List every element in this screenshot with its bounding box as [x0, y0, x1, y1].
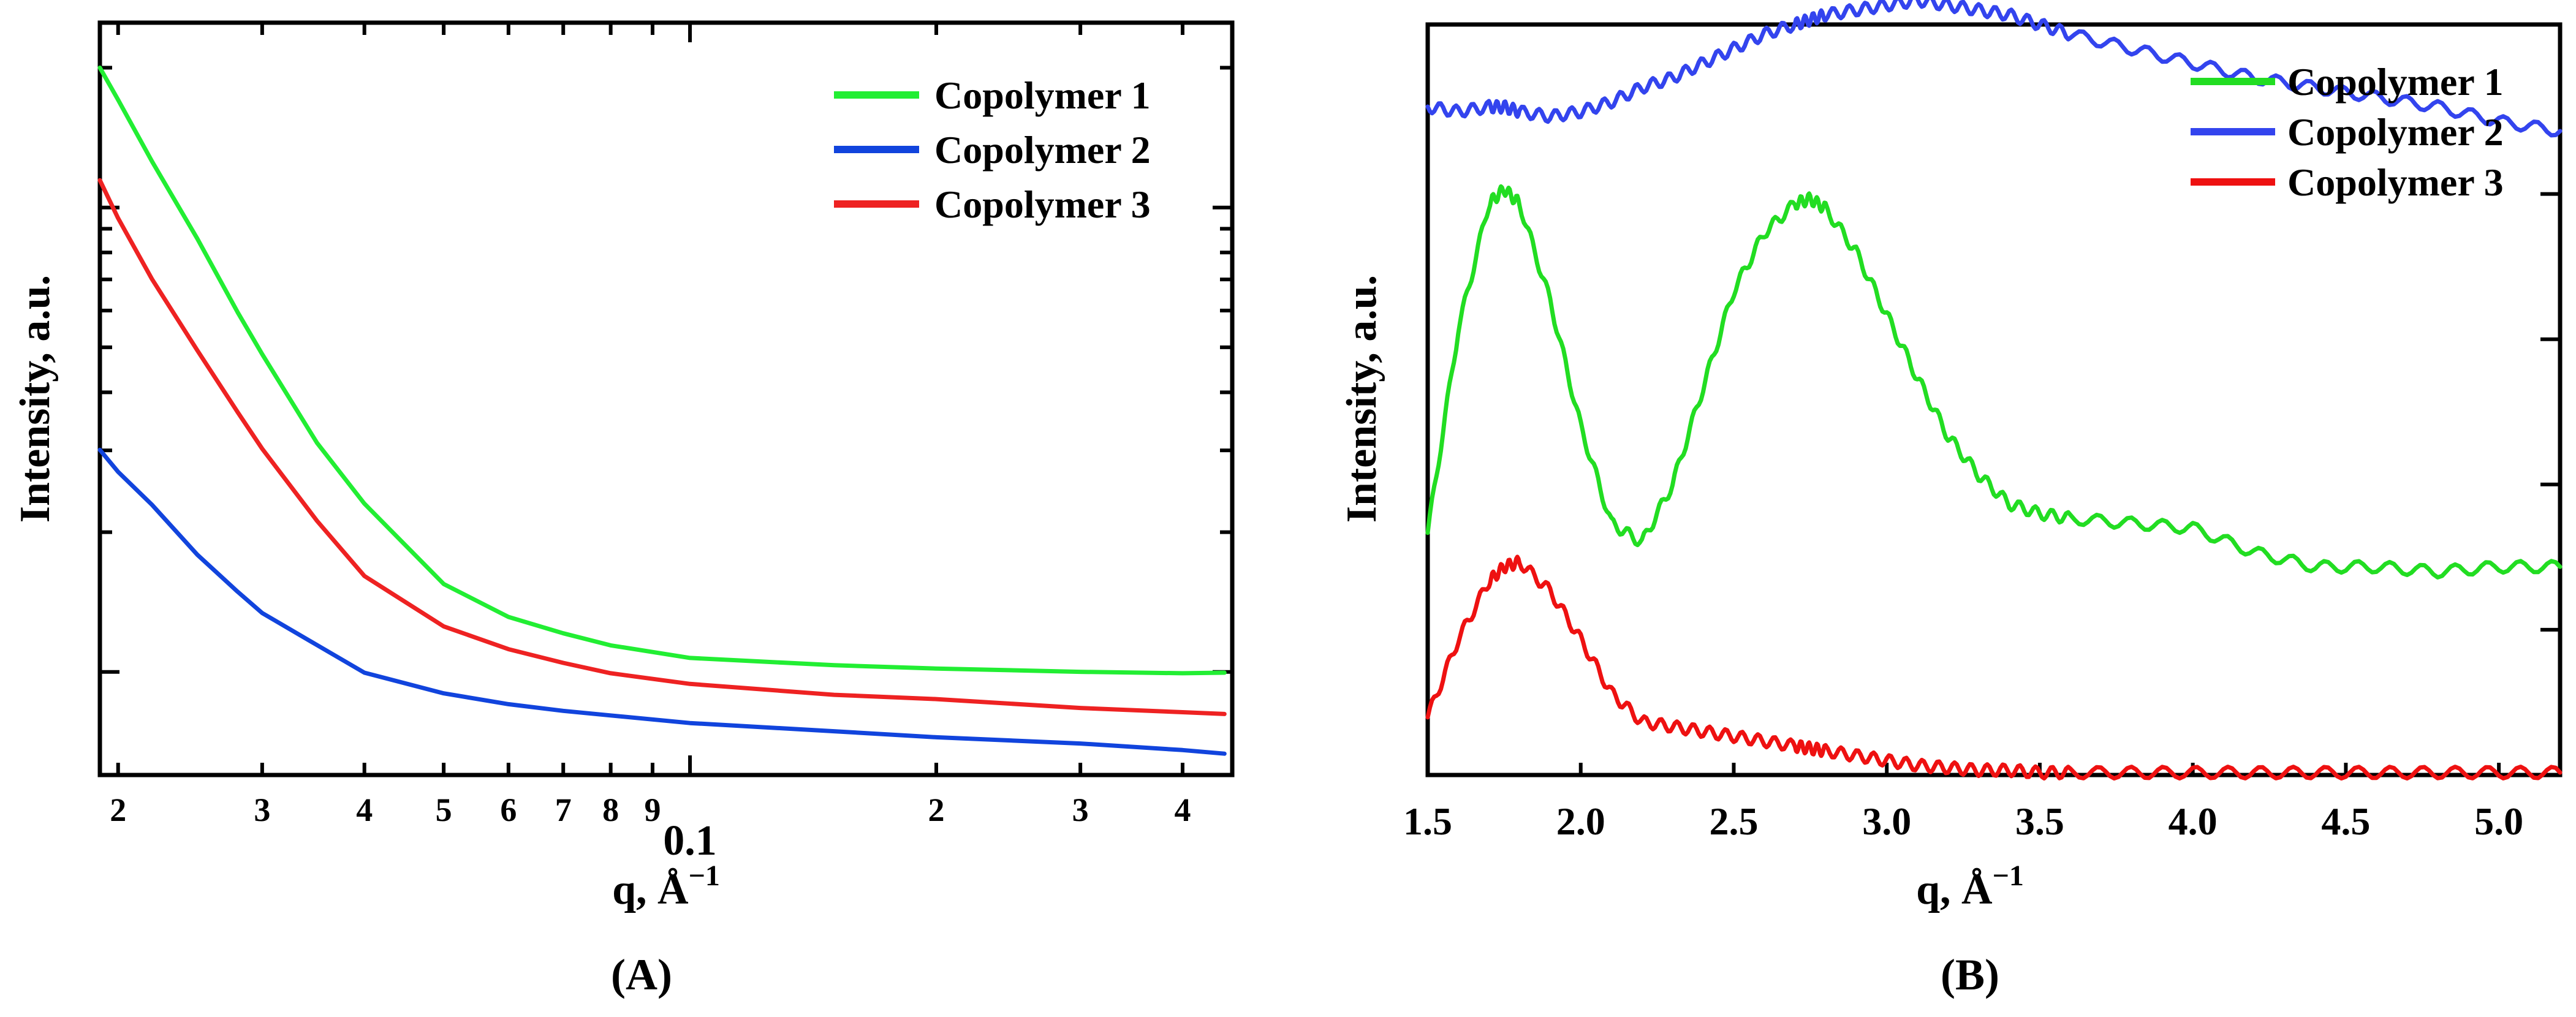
panel-b-x-axis-label-superscript: −1	[1993, 860, 2024, 892]
panel-a-x-tick-label: 0.1	[663, 817, 717, 864]
panel-a-x-tick-label: 7	[555, 792, 572, 828]
panel-b-x-tick-label: 2.5	[1709, 800, 1758, 843]
panel-a-y-ticks	[100, 66, 1232, 674]
panel-a-series-line-copolymer-1	[97, 66, 1227, 676]
panel-a-x-tick-label: 2	[928, 792, 945, 828]
panel-a-legend-label: Copolymer 2	[934, 128, 1151, 172]
panel-a-x-axis-label-text: q, Å	[612, 866, 689, 913]
panel-b-y-ticks	[2540, 192, 2560, 632]
panel-b-x-tick-label: 3.0	[1862, 800, 1911, 843]
panel-a-x-tick-label: 9	[644, 792, 661, 828]
panel-a-x-tick-label: 5	[436, 792, 452, 828]
panel-b-x-axis-label-text: q, Å	[1916, 866, 1993, 913]
panel-b-series-line-copolymer-3	[1425, 554, 2563, 781]
panel-a-x-axis-label: q, Å−1	[612, 860, 720, 913]
panel-a-legend-label: Copolymer 3	[934, 183, 1151, 226]
panel-a-x-axis-label-superscript: −1	[689, 860, 720, 892]
panel-b-x-tick-label: 4.0	[2169, 800, 2218, 843]
panel-a-x-ticks: 2 3 4 5 6 7 8 90.1 2 3 4	[110, 23, 1191, 864]
panel-a-label: (A)	[611, 950, 672, 999]
panel-b-legend-label: Copolymer 1	[2287, 60, 2504, 104]
panel-a-series	[97, 66, 1227, 756]
panel-b-x-ticks: 1.5 2.0 2.5 3.0 3.5 4.0 4.5 5.0	[1403, 763, 2523, 843]
panel-a-y-axis-label: Intensity, a.u.	[12, 275, 59, 523]
panel-a-x-tick-label: 3	[254, 792, 270, 828]
panel-b-legend-label: Copolymer 3	[2287, 161, 2504, 204]
panel-b-x-tick-label: 3.5	[2015, 800, 2064, 843]
panel-b-x-tick-label: 5.0	[2474, 800, 2523, 843]
panel-a-x-tick-label: 3	[1072, 792, 1089, 828]
panel-a-series-line-copolymer-3	[97, 178, 1227, 716]
panel-b-series-line-copolymer-1	[1425, 184, 2563, 580]
panel-a-plot-frame	[97, 20, 1235, 777]
panel-b-x-tick-label: 1.5	[1403, 800, 1452, 843]
panel-b-chart: 1.5 2.0 2.5 3.0 3.5 4.0 4.5 5.0 Copolymer 1Copo…	[1338, 0, 2563, 999]
panel-a-series-line-copolymer-2	[97, 447, 1227, 756]
panel-a-x-tick-label: 2	[110, 792, 126, 828]
panel-b-legend-label: Copolymer 2	[2287, 110, 2504, 154]
panel-b-series	[1425, 0, 2563, 781]
panel-b-x-tick-label: 2.0	[1556, 800, 1605, 843]
panel-a-x-tick-label: 6	[500, 792, 517, 828]
panel-a-legend-label: Copolymer 1	[934, 74, 1151, 117]
panel-b-legend: Copolymer 1 Copolymer 2 Copolymer 3	[2191, 60, 2504, 204]
panel-a-legend: Copolymer 1 Copolymer 2 Copolymer 3	[834, 74, 1151, 226]
panel-a-x-tick-label: 4	[1174, 792, 1191, 828]
panel-b-x-tick-label: 4.5	[2321, 800, 2370, 843]
panel-b-y-axis-label: Intensity, a.u.	[1338, 275, 1385, 523]
panel-b-series-line-copolymer-2	[1425, 0, 2563, 138]
panel-b-x-axis-label: q, Å−1	[1916, 860, 2024, 913]
panel-b-label: (B)	[1941, 950, 1999, 999]
panel-a-x-tick-label: 4	[356, 792, 373, 828]
panel-a-x-tick-label: 8	[602, 792, 619, 828]
